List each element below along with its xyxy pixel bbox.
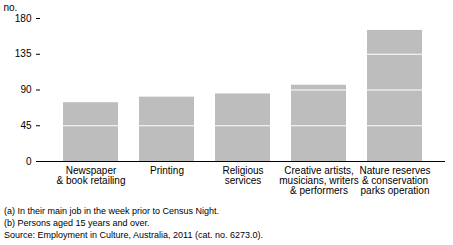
svg-text:Religiousservices: Religiousservices	[222, 165, 263, 186]
svg-text:135: 135	[15, 48, 32, 59]
svg-text:45: 45	[20, 120, 32, 131]
html-text:Source: Employment in Culture,: Source: Employment in Culture, Australia…	[4, 230, 263, 240]
svg-text:0: 0	[26, 156, 32, 167]
html-text:(b) Persons aged 15 years and: (b) Persons aged 15 years and over.	[4, 218, 150, 228]
svg-text:Creative artists,musicians, wr: Creative artists,musicians, writers& per…	[279, 165, 358, 196]
svg-text:Newspaper& book retailing: Newspaper& book retailing	[57, 165, 126, 186]
svg-text:no.: no.	[4, 2, 18, 13]
svg-text:180: 180	[15, 13, 32, 24]
svg-text:90: 90	[20, 84, 32, 95]
svg-text:Printing: Printing	[150, 165, 184, 176]
svg-text:Nature reserves& conservationp: Nature reserves& conservationparks opera…	[359, 165, 430, 196]
html-text:(a) In their main job in the w: (a) In their main job in the week prior …	[4, 206, 220, 216]
